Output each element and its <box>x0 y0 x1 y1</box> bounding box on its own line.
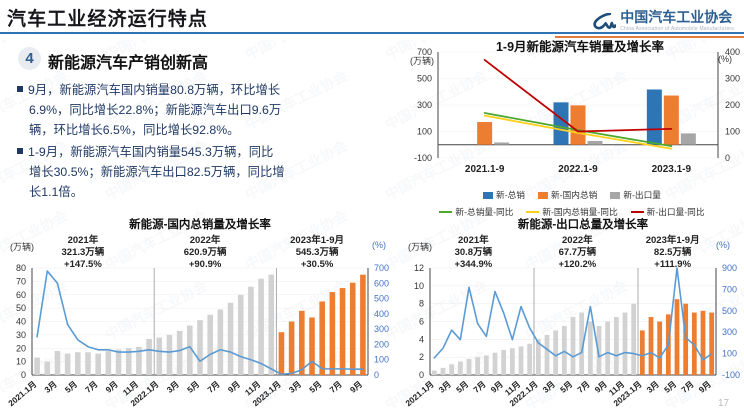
svg-text:67.7万辆: 67.7万辆 <box>559 246 597 258</box>
svg-text:2021.1月: 2021.1月 <box>403 379 435 408</box>
svg-text:6: 6 <box>419 317 424 327</box>
svg-text:4: 4 <box>419 334 424 344</box>
svg-text:2: 2 <box>419 352 424 362</box>
svg-text:+344.9%: +344.9% <box>454 259 492 270</box>
svg-text:9月: 9月 <box>697 379 713 395</box>
svg-text:2021年: 2021年 <box>68 234 99 246</box>
svg-text:2022年: 2022年 <box>562 234 593 246</box>
svg-text:70: 70 <box>16 276 26 286</box>
svg-text:700: 700 <box>722 284 737 294</box>
svg-text:2023年1-9月: 2023年1-9月 <box>646 234 700 246</box>
svg-text:9月: 9月 <box>489 379 505 395</box>
svg-text:12: 12 <box>414 263 424 273</box>
svg-text:300: 300 <box>725 74 740 84</box>
svg-text:900: 900 <box>722 263 737 273</box>
svg-text:7月: 7月 <box>679 379 695 395</box>
svg-text:0: 0 <box>725 153 730 163</box>
svg-text:7月: 7月 <box>471 379 487 395</box>
svg-text:7月: 7月 <box>205 379 221 395</box>
svg-text:5月: 5月 <box>662 379 678 395</box>
svg-text:3月: 3月 <box>541 379 557 395</box>
svg-text:8: 8 <box>419 299 424 309</box>
svg-text:3月: 3月 <box>287 379 303 395</box>
svg-text:10: 10 <box>414 281 424 291</box>
svg-text:+120.2%: +120.2% <box>558 259 596 270</box>
svg-text:321.3万辆: 321.3万辆 <box>62 246 105 258</box>
svg-text:-100: -100 <box>414 153 432 163</box>
svg-text:+90.9%: +90.9% <box>189 259 222 270</box>
svg-text:100: 100 <box>417 127 432 137</box>
svg-text:300: 300 <box>417 100 432 110</box>
svg-text:40: 40 <box>16 317 26 327</box>
svg-text:545.3万辆: 545.3万辆 <box>296 246 339 258</box>
svg-text:3月: 3月 <box>645 379 661 395</box>
svg-text:2022年: 2022年 <box>190 234 221 246</box>
svg-text:9月: 9月 <box>593 379 609 395</box>
svg-text:7月: 7月 <box>328 379 344 395</box>
svg-text:20: 20 <box>16 343 26 353</box>
svg-text:30: 30 <box>16 330 26 340</box>
svg-text:80: 80 <box>16 263 26 273</box>
svg-text:300: 300 <box>722 327 737 337</box>
svg-text:5月: 5月 <box>558 379 574 395</box>
svg-text:82.5万辆: 82.5万辆 <box>654 246 692 258</box>
svg-text:5月: 5月 <box>454 379 470 395</box>
svg-text:2021.1月: 2021.1月 <box>6 379 38 408</box>
svg-text:+111.9%: +111.9% <box>654 259 691 270</box>
svg-text:+30.5%: +30.5% <box>301 259 334 270</box>
svg-text:7月: 7月 <box>575 379 591 395</box>
svg-text:+147.5%: +147.5% <box>64 259 102 270</box>
svg-text:-100: -100 <box>722 370 740 380</box>
svg-text:400: 400 <box>374 309 389 319</box>
svg-text:5月: 5月 <box>307 379 323 395</box>
svg-text:0: 0 <box>374 370 379 380</box>
svg-text:600: 600 <box>374 278 389 288</box>
svg-text:3月: 3月 <box>165 379 181 395</box>
svg-text:500: 500 <box>374 294 389 304</box>
svg-text:2023.1-9: 2023.1-9 <box>652 164 692 175</box>
svg-text:300: 300 <box>374 324 389 334</box>
svg-text:3月: 3月 <box>42 379 58 395</box>
svg-text:2022.1-9: 2022.1-9 <box>558 164 598 175</box>
svg-text:50: 50 <box>16 303 26 313</box>
svg-text:200: 200 <box>725 100 740 110</box>
svg-text:7月: 7月 <box>83 379 99 395</box>
svg-text:2021.1-9: 2021.1-9 <box>465 164 505 175</box>
svg-text:9月: 9月 <box>226 379 242 395</box>
svg-text:100: 100 <box>722 349 737 359</box>
svg-text:200: 200 <box>374 339 389 349</box>
svg-text:0: 0 <box>21 370 26 380</box>
svg-text:100: 100 <box>374 355 389 365</box>
svg-text:700: 700 <box>374 263 389 273</box>
svg-text:500: 500 <box>722 306 737 316</box>
svg-text:3月: 3月 <box>437 379 453 395</box>
svg-text:5月: 5月 <box>185 379 201 395</box>
svg-text:10: 10 <box>16 357 26 367</box>
svg-text:9月: 9月 <box>348 379 364 395</box>
svg-text:9月: 9月 <box>104 379 120 395</box>
svg-text:2021年: 2021年 <box>458 234 489 246</box>
svg-text:100: 100 <box>725 127 740 137</box>
svg-text:0: 0 <box>419 370 424 380</box>
svg-text:60: 60 <box>16 290 26 300</box>
svg-text:30.8万辆: 30.8万辆 <box>455 246 493 258</box>
svg-text:620.9万辆: 620.9万辆 <box>184 246 227 258</box>
svg-text:500: 500 <box>417 74 432 84</box>
svg-text:2023年1-9月: 2023年1-9月 <box>290 234 344 246</box>
svg-text:5月: 5月 <box>63 379 79 395</box>
